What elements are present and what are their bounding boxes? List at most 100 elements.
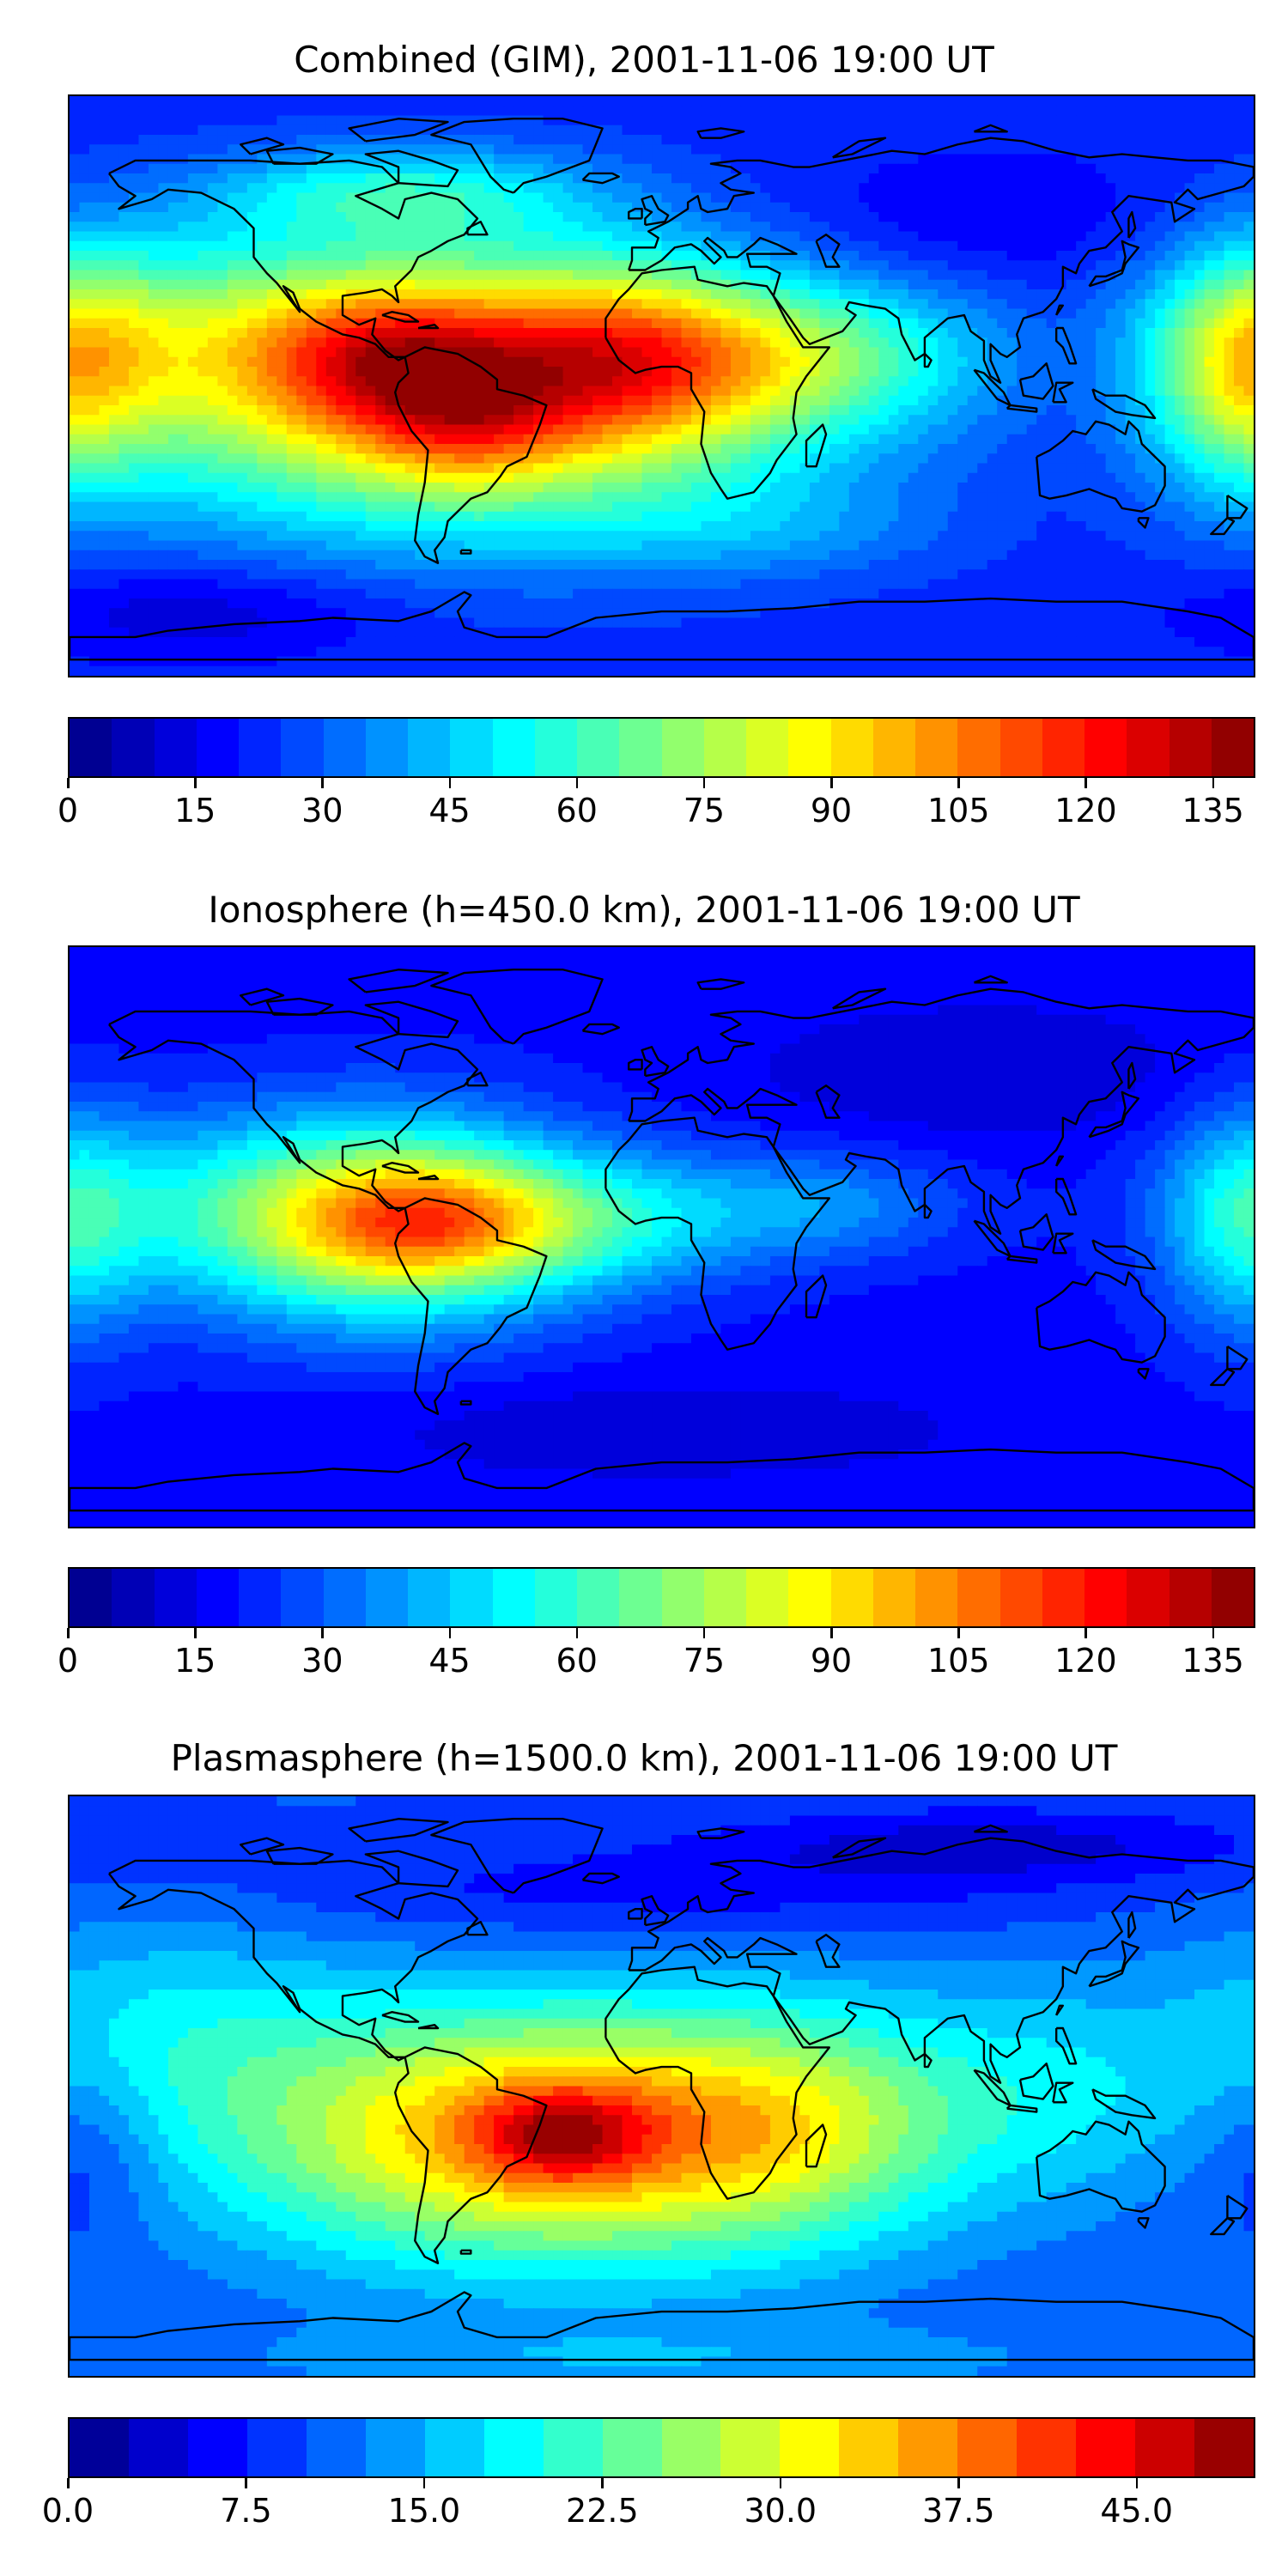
field-cell (286, 183, 297, 194)
field-cell (266, 386, 277, 397)
field-cell (306, 395, 317, 406)
field-cell (1006, 337, 1018, 349)
field-cell (573, 347, 584, 358)
field-cell (99, 163, 110, 174)
field-cell (947, 463, 958, 474)
field-cell (415, 463, 426, 474)
field-cell (138, 240, 149, 252)
field-cell (1204, 144, 1215, 155)
field-cell (641, 222, 653, 233)
field-cell (1234, 212, 1245, 222)
field-cell (1006, 424, 1018, 435)
field-cell (977, 270, 988, 281)
field-cell (1175, 115, 1186, 126)
field-cell (434, 395, 446, 406)
field-cell (464, 367, 475, 377)
field-cell (395, 154, 406, 165)
field-cell (178, 222, 189, 233)
field-cell (977, 231, 988, 242)
field-cell (108, 144, 120, 155)
field-cell (987, 483, 998, 493)
field-cell (573, 279, 584, 290)
field-cell (1026, 251, 1037, 261)
field-cell (1224, 183, 1235, 194)
field-cell (316, 415, 327, 426)
field-cell (306, 202, 317, 213)
field-cell (1105, 386, 1116, 397)
field-cell (345, 453, 356, 465)
field-cell (88, 125, 100, 136)
field-cell (553, 173, 564, 184)
field-cell (79, 144, 90, 155)
field-cell (652, 106, 663, 117)
field-cell (799, 483, 811, 493)
field-cell (385, 308, 396, 319)
field-cell (88, 318, 100, 329)
field-cell (286, 453, 297, 465)
field-cell (918, 356, 929, 368)
field-cell (178, 347, 189, 358)
field-cell (266, 173, 277, 184)
field-cell (602, 472, 613, 483)
field-cell (671, 251, 683, 261)
field-cell (1115, 308, 1127, 319)
field-cell (1076, 240, 1087, 252)
field-cell (1056, 192, 1067, 204)
field-cell (187, 251, 198, 261)
field-cell (158, 279, 169, 290)
field-cell (1224, 135, 1235, 145)
field-cell (70, 472, 81, 483)
field-cell (1026, 212, 1037, 222)
field-cell (533, 434, 544, 445)
field-cell (632, 163, 643, 174)
field-cell (1234, 376, 1245, 387)
field-cell (997, 240, 1008, 252)
field-cell (128, 395, 140, 406)
field-cell (1017, 453, 1028, 465)
field-cell (503, 299, 514, 310)
field-cell (1085, 404, 1097, 416)
field-cell (977, 337, 988, 349)
field-cell (1006, 415, 1018, 426)
field-cell (553, 279, 564, 290)
field-cell (1105, 347, 1116, 358)
field-cell (582, 318, 593, 329)
field-cell (760, 270, 771, 281)
field-cell (780, 222, 791, 233)
field-cell (553, 270, 564, 281)
field-cell (1085, 289, 1097, 300)
field-cell (1046, 260, 1057, 271)
field-cell (355, 376, 367, 387)
field-cell (336, 483, 347, 493)
field-cell (128, 135, 140, 145)
field-cell (1096, 289, 1107, 300)
field-cell (1026, 163, 1037, 174)
field-cell (464, 212, 475, 222)
field-cell (710, 453, 722, 465)
field-cell (1105, 183, 1116, 194)
field-cell (947, 308, 958, 319)
field-cell (1105, 337, 1116, 349)
field-cell (434, 106, 446, 117)
field-cell (296, 299, 307, 310)
field-cell (671, 463, 683, 474)
field-cell (1056, 404, 1067, 416)
field-cell (404, 386, 416, 397)
field-cell (602, 404, 613, 416)
field-cell (938, 279, 949, 290)
field-cell (1066, 386, 1077, 397)
field-cell (118, 453, 130, 465)
field-cell (898, 183, 909, 194)
field-cell (167, 434, 179, 445)
field-cell (99, 376, 110, 387)
field-cell (257, 386, 268, 397)
field-cell (977, 106, 988, 117)
field-cell (167, 173, 179, 184)
field-cell (1184, 328, 1195, 338)
field-cell (1155, 106, 1166, 117)
field-cell (365, 347, 376, 358)
field-cell (276, 337, 288, 349)
field-cell (819, 415, 830, 426)
field-cell (187, 115, 198, 126)
field-cell (355, 115, 367, 126)
